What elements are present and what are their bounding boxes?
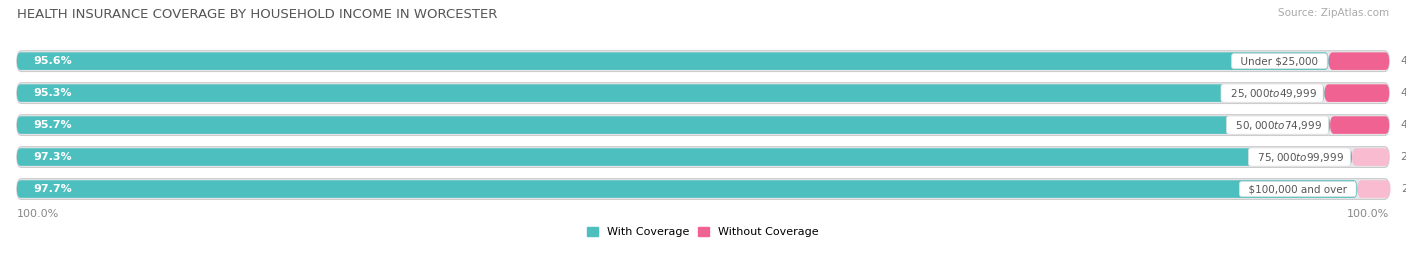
Text: $50,000 to $74,999: $50,000 to $74,999 bbox=[1229, 119, 1326, 132]
Legend: With Coverage, Without Coverage: With Coverage, Without Coverage bbox=[582, 222, 824, 242]
Text: 4.7%: 4.7% bbox=[1400, 88, 1406, 98]
Text: $75,000 to $99,999: $75,000 to $99,999 bbox=[1251, 151, 1348, 164]
FancyBboxPatch shape bbox=[17, 115, 1389, 136]
Text: 4.3%: 4.3% bbox=[1400, 120, 1406, 130]
FancyBboxPatch shape bbox=[17, 180, 1358, 198]
Text: 95.7%: 95.7% bbox=[34, 120, 72, 130]
FancyBboxPatch shape bbox=[17, 148, 1353, 166]
FancyBboxPatch shape bbox=[17, 83, 1389, 104]
Text: 2.7%: 2.7% bbox=[1400, 152, 1406, 162]
Text: Source: ZipAtlas.com: Source: ZipAtlas.com bbox=[1278, 8, 1389, 18]
FancyBboxPatch shape bbox=[17, 147, 1389, 167]
Text: 100.0%: 100.0% bbox=[17, 209, 59, 219]
Text: 100.0%: 100.0% bbox=[1347, 209, 1389, 219]
Text: 4.4%: 4.4% bbox=[1400, 56, 1406, 66]
FancyBboxPatch shape bbox=[1324, 84, 1389, 102]
Text: 97.7%: 97.7% bbox=[34, 184, 72, 194]
Text: 2.4%: 2.4% bbox=[1402, 184, 1406, 194]
FancyBboxPatch shape bbox=[1353, 148, 1389, 166]
FancyBboxPatch shape bbox=[17, 84, 1324, 102]
Text: HEALTH INSURANCE COVERAGE BY HOUSEHOLD INCOME IN WORCESTER: HEALTH INSURANCE COVERAGE BY HOUSEHOLD I… bbox=[17, 8, 498, 21]
Text: 95.6%: 95.6% bbox=[34, 56, 72, 66]
Text: 97.3%: 97.3% bbox=[34, 152, 72, 162]
FancyBboxPatch shape bbox=[17, 116, 1330, 134]
FancyBboxPatch shape bbox=[17, 52, 1329, 70]
FancyBboxPatch shape bbox=[1358, 180, 1391, 198]
FancyBboxPatch shape bbox=[1330, 116, 1389, 134]
Text: Under $25,000: Under $25,000 bbox=[1234, 56, 1324, 66]
Text: $25,000 to $49,999: $25,000 to $49,999 bbox=[1223, 87, 1320, 100]
FancyBboxPatch shape bbox=[17, 179, 1389, 199]
FancyBboxPatch shape bbox=[17, 51, 1389, 72]
FancyBboxPatch shape bbox=[1329, 52, 1389, 70]
Text: 95.3%: 95.3% bbox=[34, 88, 72, 98]
Text: $100,000 and over: $100,000 and over bbox=[1241, 184, 1354, 194]
